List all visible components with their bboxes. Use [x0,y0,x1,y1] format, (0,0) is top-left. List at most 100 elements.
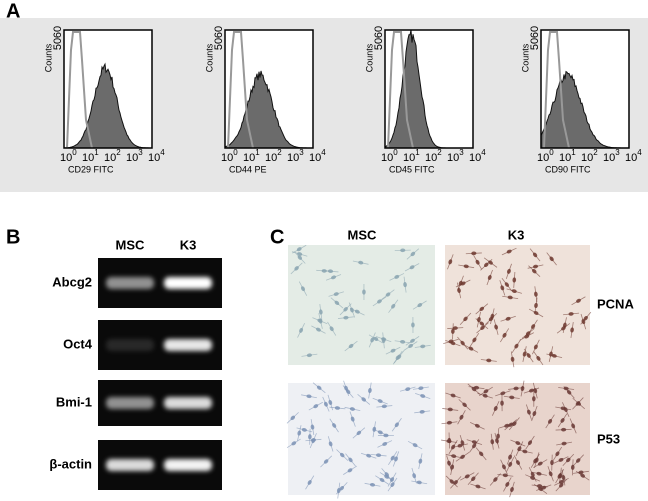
cell-nucleus [350,416,355,422]
tick-exponent: 3 [138,148,143,157]
cell-nucleus [361,397,367,402]
cell-nucleus [377,399,383,404]
cell-nucleus [494,324,498,330]
cell-nucleus [502,473,508,478]
cell-nucleus [557,473,562,479]
cell-nucleus [394,274,400,279]
cell-nucleus [323,401,328,407]
y-tick-label: 60 [529,26,541,38]
tick-base: 10 [60,152,72,164]
tick-base: 10 [447,152,459,164]
sample-histogram [63,62,153,149]
tick-exponent: 4 [160,148,165,157]
cell-nucleus [522,449,528,454]
cell-nucleus [486,358,492,363]
tick-base: 10 [381,152,393,164]
tick-base: 10 [469,152,481,164]
tick-base: 10 [581,152,593,164]
cell-nucleus [410,251,416,257]
cell-nucleus [358,260,364,265]
cell-nucleus [479,306,485,312]
cell-nucleus [475,259,480,265]
tick-exponent: 4 [321,148,326,157]
cell-nucleus [513,386,519,391]
cell-nucleus [471,440,477,445]
cell-nucleus [493,477,498,482]
cell-nucleus [559,483,564,488]
cell-nucleus [566,390,572,395]
x-tick-label: 100 [537,148,554,164]
cell-nucleus [403,282,407,288]
cell-nucleus [508,461,513,467]
cell-nucleus [450,464,455,470]
cell-nucleus [417,303,423,308]
x-tick-label: 102 [265,148,282,164]
cell-nucleus [537,461,543,466]
cell-nucleus [526,353,531,358]
cell-nucleus [570,464,575,470]
cell-nucleus [504,282,509,287]
cell-nucleus [536,471,542,476]
cell-nucleus [479,321,485,326]
cell-nucleus [420,394,426,398]
cell-nucleus [555,451,560,457]
cell-nucleus [294,266,299,271]
cell-nucleus [369,482,376,487]
x-axis-label: CD44 PE [229,164,267,174]
cell-nucleus [583,315,588,321]
isotype-histogram [227,31,254,149]
tick-exponent: 0 [393,148,398,157]
y-tick-label: 50 [529,38,541,50]
tick-exponent: 4 [637,148,642,157]
cell-nucleus [505,481,510,487]
tick-exponent: 4 [481,148,486,157]
cell-nucleus [390,482,395,487]
cell-nucleus [571,423,576,429]
panel-letter: C [270,226,284,248]
cell-nucleus [500,391,506,396]
column-label: K3 [180,237,197,252]
micrograph [443,245,592,368]
cell-nucleus [514,343,519,349]
gel-band [164,459,212,471]
micrograph [286,380,435,499]
cell-nucleus [377,299,382,304]
cell-nucleus [575,458,581,463]
cell-nucleus [566,457,571,463]
tick-base: 10 [403,152,415,164]
cell-nucleus [300,286,306,292]
cell-nucleus [453,480,458,485]
tick-base: 10 [287,152,299,164]
cell-nucleus [568,312,574,316]
cell-nucleus [331,275,337,280]
cell-nucleus [448,259,453,265]
tick-base: 10 [221,152,233,164]
cell-nucleus [502,464,506,470]
tick-exponent: 2 [437,148,442,157]
tick-exponent: 1 [94,148,99,157]
cell-nucleus [451,454,457,458]
cell-nucleus [405,387,411,392]
tick-base: 10 [82,152,94,164]
cell-nucleus [549,256,554,262]
cell-nucleus [522,351,527,357]
cell-nucleus [480,325,485,330]
row-label: PCNA [597,296,634,311]
plot-frame [63,29,153,149]
gel-band [106,459,154,471]
cell-nucleus [372,426,377,432]
cell-nucleus [449,479,455,484]
cell-nucleus [507,268,511,274]
cell-nucleus [375,453,382,457]
cell-nucleus [384,474,390,479]
tick-base: 10 [265,152,277,164]
cell-nucleus [323,459,329,464]
cell-nucleus [530,471,535,477]
cell-nucleus [450,393,456,398]
gel-band [106,277,154,289]
cell-nucleus [464,474,470,479]
cell-nucleus [301,427,307,432]
cell-nucleus [315,327,321,332]
